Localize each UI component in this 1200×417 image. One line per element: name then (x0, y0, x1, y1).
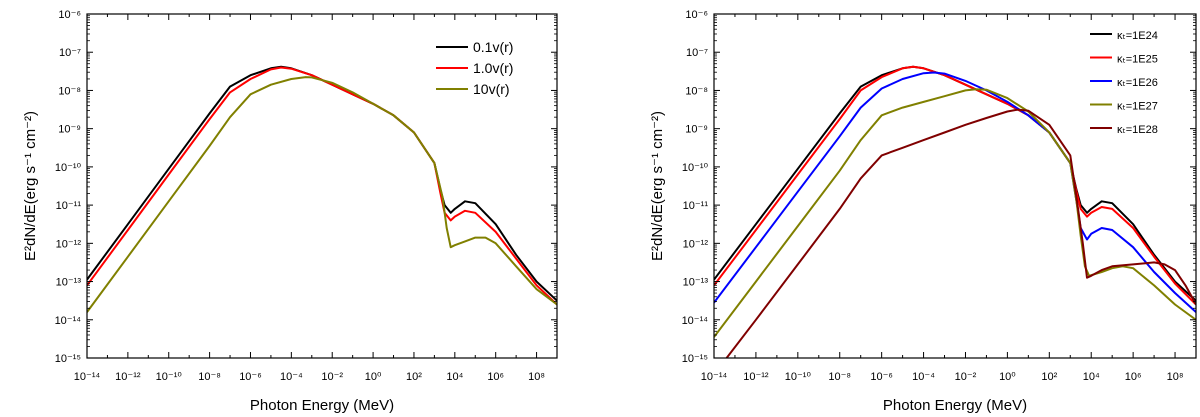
y-tick-label: 10⁻¹⁰ (682, 162, 709, 174)
x-tick-label: 10⁻¹² (743, 371, 769, 383)
x-tick-label: 10⁻⁸ (828, 371, 851, 383)
y-tick-label: 10⁻¹¹ (56, 200, 82, 212)
y-tick-label: 10⁻⁷ (59, 47, 81, 59)
x-tick-label: 10⁸ (528, 371, 545, 383)
x-tick-label: 10⁻¹⁴ (701, 371, 728, 383)
y-tick-label: 10⁻¹⁰ (55, 162, 82, 174)
x-tick-label: 10⁻¹⁰ (156, 371, 183, 383)
x-tick-label: 10⁻⁶ (239, 371, 262, 383)
y-tick-label: 10⁻¹³ (683, 277, 709, 289)
legend-label: 1.0v(r) (473, 60, 513, 76)
y-tick-label: 10⁻⁷ (686, 47, 708, 59)
x-tick-label: 10⁻⁴ (912, 371, 935, 383)
series-line-0 (87, 65, 557, 302)
y-axis-label: E²dN/dE(erg s⁻¹ cm⁻²) (22, 111, 39, 261)
y-tick-label: 10⁻⁸ (58, 85, 81, 97)
y-tick-label: 10⁻¹⁴ (55, 315, 82, 327)
x-tick-label: 10⁻⁶ (870, 371, 893, 383)
plot-frame (86, 13, 558, 359)
y-tick-label: 10⁻⁹ (58, 124, 81, 136)
series-lines (714, 65, 1196, 358)
x-tick-label: 10⁻⁴ (280, 371, 303, 383)
legend: κₜ=1E24 κₜ=1E25 κₜ=1E26 κₜ=1E27 κₜ=1E28 (1090, 30, 1158, 136)
x-tick-label: 10⁶ (1125, 371, 1142, 383)
legend-label: κₜ=1E26 (1117, 77, 1158, 89)
x-tick-label: 10⁶ (487, 371, 504, 383)
series-line-2 (87, 76, 557, 313)
y-tick-label: 10⁻¹⁵ (55, 353, 81, 365)
y-tick-label: 10⁻⁸ (685, 85, 708, 97)
x-tick-label: 10² (406, 371, 422, 383)
plot-frame (713, 13, 1197, 359)
x-axis-label: Photon Energy (MeV) (250, 397, 394, 414)
y-axis-label: E²dN/dE(erg s⁻¹ cm⁻²) (649, 111, 666, 261)
x-tick-label: 10⁻¹² (115, 371, 141, 383)
y-tick-label: 10⁻¹⁴ (682, 315, 709, 327)
legend: 0.1v(r) 1.0v(r) 10v(r) (436, 39, 513, 97)
series-line-2 (714, 71, 1196, 313)
x-tick-label: 10⁻¹⁴ (74, 371, 101, 383)
series-line-4 (725, 108, 1196, 358)
y-tick-label: 10⁻⁶ (685, 9, 708, 21)
y-tick-label: 10⁻¹² (56, 238, 82, 250)
legend-label: 0.1v(r) (473, 39, 513, 55)
chart-right: 10⁻¹⁴ 10⁻¹² 10⁻¹⁰ 10⁻⁸ 10⁻⁶ 10⁻⁴ 10⁻² 10⁰ 10² 10⁴… (649, 9, 1197, 414)
x-tick-label: 10⁰ (999, 371, 1016, 383)
y-tick-label: 10⁻¹⁵ (682, 353, 708, 365)
y-tick-label: 10⁻⁶ (58, 9, 81, 21)
chart-left: 10⁻¹⁴ 10⁻¹² 10⁻¹⁰ 10⁻⁸ 10⁻⁶ 10⁻⁴ 10⁻² 10⁰ 10² 10⁴… (22, 9, 558, 414)
x-tick-label: 10⁴ (446, 371, 463, 383)
x-tick-label: 10⁸ (1167, 371, 1184, 383)
legend-label: κₜ=1E28 (1117, 124, 1158, 136)
x-tick-label: 10⁻² (321, 371, 343, 383)
y-tick-label: 10⁻⁹ (685, 124, 708, 136)
legend-label: κₜ=1E27 (1117, 101, 1158, 113)
x-tick-label: 10² (1041, 371, 1057, 383)
y-tick-label: 10⁻¹¹ (683, 200, 709, 212)
legend-label: 10v(r) (473, 81, 510, 97)
x-tick-label: 10⁴ (1083, 371, 1100, 383)
x-tick-label: 10⁻⁸ (198, 371, 221, 383)
legend-label: κₜ=1E24 (1117, 30, 1158, 42)
x-tick-label: 10⁻¹⁰ (785, 371, 812, 383)
legend-label: κₜ=1E25 (1117, 54, 1158, 66)
series-line-1 (87, 66, 557, 306)
y-tick-label: 10⁻¹³ (56, 277, 82, 289)
series-lines (87, 65, 557, 313)
x-axis-label: Photon Energy (MeV) (883, 397, 1027, 414)
x-tick-label: 10⁰ (365, 371, 382, 383)
x-tick-label: 10⁻² (955, 371, 977, 383)
y-tick-label: 10⁻¹² (683, 238, 709, 250)
